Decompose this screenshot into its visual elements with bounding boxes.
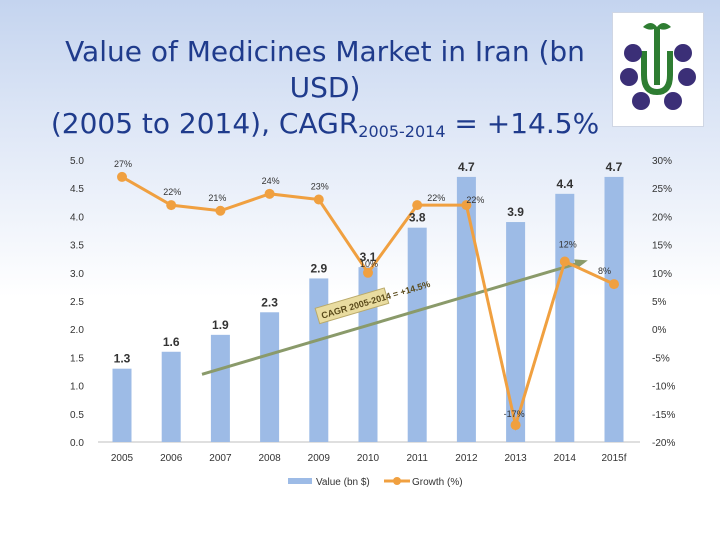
bar	[506, 222, 526, 442]
y-right-tick-label: 5%	[652, 297, 667, 308]
x-tick-label: 2007	[209, 453, 232, 464]
y-right-tick-label: -15%	[652, 410, 675, 421]
x-tick-label: 2010	[357, 453, 380, 464]
bar	[161, 351, 181, 442]
growth-data-label: 12%	[559, 240, 577, 250]
growth-data-label: -17%	[504, 409, 525, 419]
iran-pharma-logo	[612, 12, 704, 127]
y-left-tick-label: 0.5	[70, 410, 84, 421]
growth-point	[609, 279, 619, 290]
growth-data-label: 8%	[598, 266, 611, 276]
title-line-1: Value of Medicines Market in Iran (bn US…	[65, 35, 585, 104]
y-left-tick-label: 1.5	[70, 353, 84, 364]
y-right-tick-label: 25%	[652, 184, 672, 195]
bar	[210, 334, 230, 442]
bar	[555, 193, 575, 442]
y-right-tick-label: 30%	[652, 156, 672, 167]
bar	[260, 312, 280, 442]
x-tick-label: 2012	[455, 453, 478, 464]
bar-value-label: 3.8	[409, 211, 426, 225]
x-tick-label: 2006	[160, 453, 183, 464]
y-right-tick-label: -10%	[652, 382, 675, 393]
y-right-tick-label: 10%	[652, 269, 672, 280]
bar	[309, 278, 329, 442]
y-left-tick-label: 2.5	[70, 297, 84, 308]
growth-point	[559, 256, 570, 267]
growth-point	[313, 194, 324, 205]
title-line-2-suffix: = +14.5%	[445, 107, 600, 140]
legend-label-growth: Growth (%)	[412, 477, 463, 488]
y-left-tick-label: 5.0	[70, 156, 84, 167]
legend-marker-growth	[393, 477, 401, 485]
growth-data-label: 23%	[311, 181, 329, 191]
growth-point	[264, 188, 275, 199]
bar-value-label: 1.3	[114, 352, 131, 366]
cagr-trend-line	[201, 260, 585, 376]
y-right-tick-label: -20%	[652, 438, 675, 449]
bar	[456, 176, 476, 443]
growth-data-label: 27%	[114, 159, 132, 169]
y-right-tick-label: 15%	[652, 241, 672, 252]
growth-point	[363, 267, 373, 278]
y-left-tick-label: 3.5	[70, 241, 84, 252]
y-left-tick-label: 4.5	[70, 184, 84, 195]
x-tick-label: 2014	[554, 453, 577, 464]
growth-data-label: 10%	[360, 259, 378, 269]
y-right-tick-label: 0%	[652, 325, 667, 336]
bar	[112, 368, 132, 442]
y-left-tick-label: 1.0	[70, 382, 84, 393]
bar-value-label: 2.9	[310, 261, 327, 275]
x-tick-label: 2011	[406, 453, 428, 464]
bar-value-label: 1.6	[163, 335, 180, 349]
x-tick-label: 2009	[308, 453, 331, 464]
growth-point	[510, 420, 521, 431]
chart-title: Value of Medicines Market in Iran (bn US…	[30, 34, 620, 150]
y-left-tick-label: 4.0	[70, 212, 84, 223]
title-line-2-prefix: (2005 to 2014), CAGR	[50, 107, 359, 140]
bar-value-label: 1.9	[212, 318, 229, 332]
bar-value-label: 4.7	[458, 160, 475, 174]
y-left-tick-label: 0.0	[70, 438, 84, 449]
y-left-tick-label: 2.0	[70, 325, 84, 336]
x-tick-label: 2008	[258, 453, 281, 464]
growth-point	[166, 200, 177, 211]
growth-point	[461, 200, 472, 211]
bar-value-label: 4.7	[606, 160, 623, 174]
y-right-tick-label: -5%	[652, 353, 670, 364]
growth-data-label: 24%	[262, 176, 280, 186]
growth-point	[215, 205, 226, 216]
x-tick-label: 2005	[111, 453, 134, 464]
growth-point	[412, 200, 423, 211]
title-line-2-sub: 2005-2014	[358, 122, 446, 141]
bar-value-label: 3.9	[507, 205, 524, 219]
growth-point	[117, 171, 127, 182]
growth-data-label: 22%	[427, 193, 445, 203]
cagr-label-box	[314, 287, 390, 325]
y-right-tick-label: 20%	[652, 212, 672, 223]
x-tick-label: 2013	[504, 453, 527, 464]
bar-value-label: 2.3	[261, 295, 278, 309]
logo-icon	[620, 23, 696, 110]
legend-label-value: Value (bn $)	[316, 477, 370, 488]
growth-data-label: 22%	[466, 195, 484, 205]
bar	[407, 227, 427, 442]
growth-data-label: 21%	[208, 193, 226, 203]
legend-swatch-value	[288, 478, 312, 484]
bar	[604, 176, 624, 443]
bar-value-label: 3.1	[360, 250, 377, 264]
bar-value-label: 4.4	[556, 177, 573, 191]
y-left-tick-label: 3.0	[70, 269, 84, 280]
x-tick-label: 2015f	[601, 453, 626, 464]
growth-data-label: 22%	[163, 187, 181, 197]
